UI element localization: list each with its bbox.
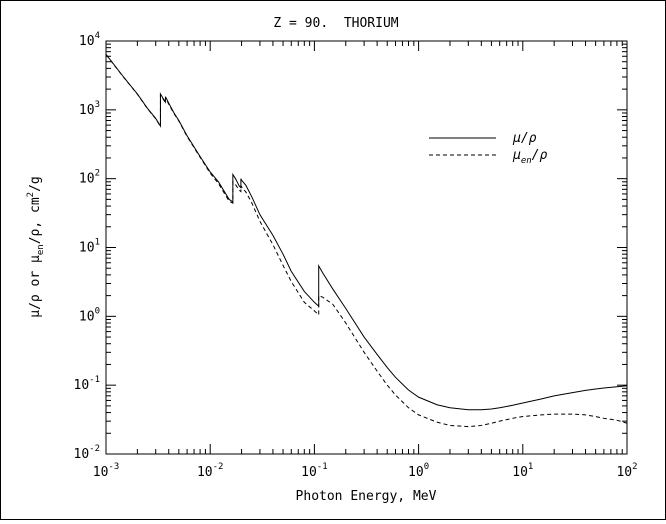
y-tick-label: 100 xyxy=(79,306,100,324)
x-axis-label: Photon Energy, MeV xyxy=(296,489,437,504)
x-tick-label-base: 10 xyxy=(408,465,424,480)
x-tick-label-base: 10 xyxy=(616,465,632,480)
plot-area xyxy=(105,40,628,455)
x-tick-label: 101 xyxy=(512,462,533,480)
y-tick-label-exp: 1 xyxy=(95,238,100,248)
x-tick-label-exp: 2 xyxy=(632,462,637,472)
y-tick-label-base: 10 xyxy=(79,34,95,49)
y-axis-label-sub: en xyxy=(36,244,46,255)
x-tick-label: 100 xyxy=(408,462,429,480)
y-tick-label: 10-1 xyxy=(74,375,101,393)
y-axis-label-post: /g xyxy=(28,176,43,192)
y-tick-label-exp: 0 xyxy=(95,306,100,316)
x-tick-label-exp: -1 xyxy=(317,462,328,472)
x-tick-label-base: 10 xyxy=(512,465,528,480)
legend-label-mu-en-rho: μen/ρ xyxy=(512,148,547,166)
x-tick-label-base: 10 xyxy=(197,465,213,480)
legend-label-mu-en-sub: en xyxy=(521,156,532,166)
x-tick-label: 102 xyxy=(616,462,637,480)
y-tick-label: 103 xyxy=(79,100,100,118)
x-tick-label: 10-3 xyxy=(93,462,120,480)
legend: μ/ρ μen/ρ xyxy=(429,131,547,166)
legend-label-mu-en-pre: μ xyxy=(512,148,521,163)
series-layer xyxy=(105,54,628,428)
y-axis-label-mid: /ρ, cm xyxy=(28,197,43,244)
y-tick-label-base: 10 xyxy=(74,378,90,393)
y-tick-label-exp: 3 xyxy=(95,100,100,110)
series-line-mu-rho xyxy=(105,54,628,411)
x-tick-label-base: 10 xyxy=(93,465,109,480)
x-tick-label: 10-1 xyxy=(301,462,328,480)
y-tick-label-base: 10 xyxy=(79,241,95,256)
y-tick-label-exp: -1 xyxy=(89,375,100,385)
x-tick-label: 10-2 xyxy=(197,462,224,480)
x-tick-label-exp: -2 xyxy=(213,462,224,472)
y-axis-label-pre: μ/ρ or μ xyxy=(28,255,43,318)
legend-label-mu-en-post: /ρ xyxy=(532,148,548,163)
y-tick-label-exp: 4 xyxy=(95,31,100,41)
y-tick-label-base: 10 xyxy=(79,103,95,118)
y-tick-label-base: 10 xyxy=(79,172,95,187)
y-tick-label-exp: 2 xyxy=(95,169,100,179)
x-axis-ticks: 10-3 10-2 10-1 100 101 102 xyxy=(93,41,638,480)
y-axis-label: μ/ρ or μen/ρ, cm2/g xyxy=(26,176,46,318)
y-tick-label: 101 xyxy=(79,238,100,256)
x-tick-label-exp: -3 xyxy=(108,462,119,472)
x-tick-label-exp: 0 xyxy=(424,462,429,472)
x-tick-label-exp: 1 xyxy=(528,462,533,472)
chart-title: Z = 90. THORIUM xyxy=(273,16,398,31)
y-tick-label: 104 xyxy=(79,31,100,49)
y-tick-label-exp: -2 xyxy=(89,444,100,454)
legend-label-mu-rho: μ/ρ xyxy=(512,131,537,146)
series-line-mu-en-rho xyxy=(105,54,628,428)
y-tick-label: 10-2 xyxy=(74,444,101,462)
x-tick-label-base: 10 xyxy=(301,465,317,480)
y-axis-label-sup: 2 xyxy=(26,192,36,197)
y-tick-label: 102 xyxy=(79,169,100,187)
y-tick-label-base: 10 xyxy=(74,447,90,462)
y-tick-label-base: 10 xyxy=(79,309,95,324)
